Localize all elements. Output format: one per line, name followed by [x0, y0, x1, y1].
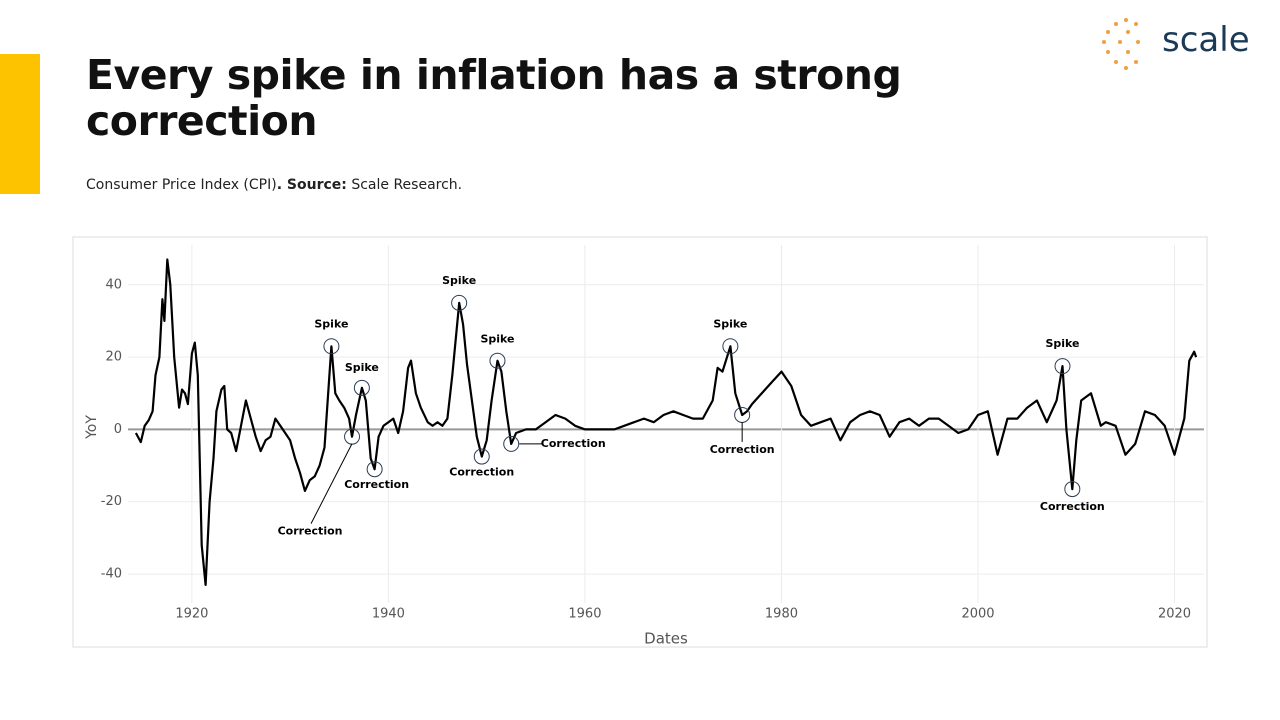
- annotation-label: Correction: [278, 525, 343, 538]
- x-tick-label: 2020: [1158, 607, 1191, 622]
- accent-bar: [0, 54, 40, 194]
- annotation-circle: [1064, 481, 1081, 498]
- annotation-circle: [353, 379, 370, 396]
- logo-mark: [1102, 18, 1140, 70]
- annotation-label: Spike: [442, 274, 476, 287]
- x-tick-label: 1920: [175, 607, 208, 622]
- annotation-circle: [489, 352, 506, 369]
- x-tick-label: 1980: [765, 607, 798, 622]
- annotation-circle: [722, 338, 739, 355]
- subtitle: Consumer Price Index (CPI). Source: Scal…: [86, 177, 462, 193]
- y-tick-label: -20: [101, 494, 122, 509]
- annotation-circle: [503, 435, 520, 452]
- source: Scale Research.: [351, 177, 463, 193]
- source-label: . Source:: [276, 177, 347, 193]
- plot-frame: [72, 236, 1208, 648]
- annotation-circle: [451, 294, 468, 311]
- y-tick-label: 40: [105, 277, 122, 292]
- annotation-circle: [323, 338, 340, 355]
- y-tick-label: 0: [114, 422, 122, 437]
- subtitle-lead: Consumer Price Index (CPI): [86, 177, 277, 193]
- x-tick-label: 1940: [372, 607, 405, 622]
- y-tick-label: -40: [101, 567, 122, 582]
- annotation-circle: [366, 461, 383, 478]
- annotation-label: Correction: [541, 437, 606, 450]
- annotation-label: Spike: [480, 333, 514, 346]
- annotation-label: Correction: [1040, 500, 1105, 513]
- x-axis-label: Dates: [644, 630, 688, 648]
- annotation-label: Spike: [713, 317, 747, 330]
- annotation-label: Spike: [314, 317, 348, 330]
- annotation-label: Spike: [345, 361, 379, 374]
- annotation-arrow: [310, 443, 353, 524]
- annotation-circle: [473, 448, 490, 465]
- annotation-label: Correction: [344, 478, 409, 491]
- annotation-label: Spike: [1045, 337, 1079, 350]
- annotation-circle: [1054, 358, 1071, 375]
- annotation-label: Correction: [449, 466, 514, 479]
- y-tick-label: 20: [105, 350, 122, 365]
- data-line: [134, 258, 1198, 586]
- slide-title: Every spike in inflation has a strong co…: [86, 51, 902, 145]
- annotation-label: Correction: [710, 443, 775, 456]
- x-tick-label: 1960: [568, 607, 601, 622]
- y-axis-label: YoY: [84, 415, 100, 440]
- x-tick-label: 2000: [961, 607, 994, 622]
- logo: scale: [1162, 20, 1250, 60]
